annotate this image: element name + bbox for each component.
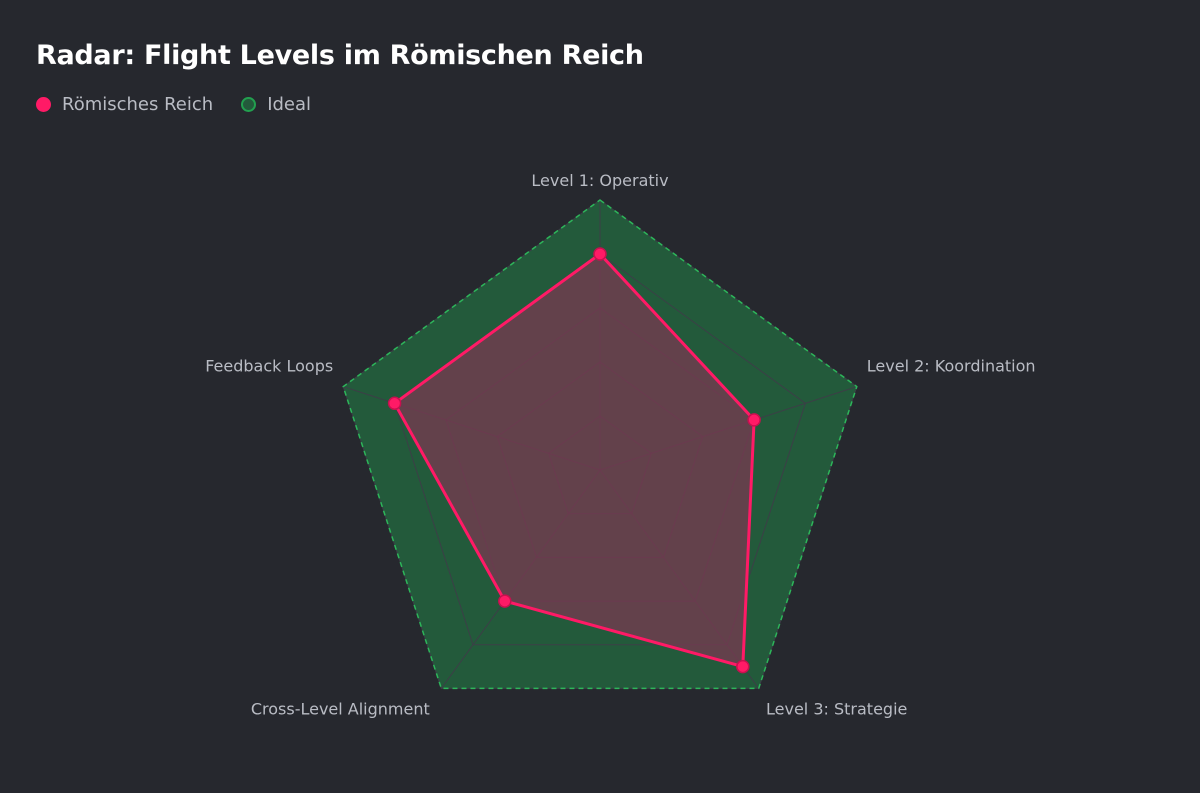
legend-marker-reich	[36, 97, 51, 112]
legend-item-reich[interactable]: Römisches Reich	[36, 94, 213, 115]
legend-item-ideal[interactable]: Ideal	[241, 94, 311, 115]
axis-label-5: Feedback Loops	[205, 357, 333, 376]
data-point-reich-1	[593, 247, 607, 261]
data-point-reich-5	[387, 396, 402, 411]
axis-label-1: Level 1: Operativ	[531, 171, 668, 190]
legend-label-ideal: Ideal	[267, 94, 312, 115]
legend-label-reich: Römisches Reich	[62, 94, 214, 115]
series-area-reich	[393, 252, 756, 669]
axis-label-3: Level 3: Strategie	[766, 699, 907, 718]
data-point-reich-2	[747, 413, 761, 427]
chart-title: Radar: Flight Levels im Römischen Reich	[36, 40, 644, 71]
axis-label-4: Cross-Level Alignment	[251, 699, 430, 718]
legend-marker-ideal	[241, 97, 257, 112]
series-line-ideal	[342, 199, 858, 690]
axis-label-2: Level 2: Koordination	[867, 357, 1036, 376]
data-point-reich-3	[736, 659, 750, 674]
chart-legend: Römisches Reich Ideal	[36, 94, 311, 115]
data-point-reich-4	[498, 594, 512, 608]
